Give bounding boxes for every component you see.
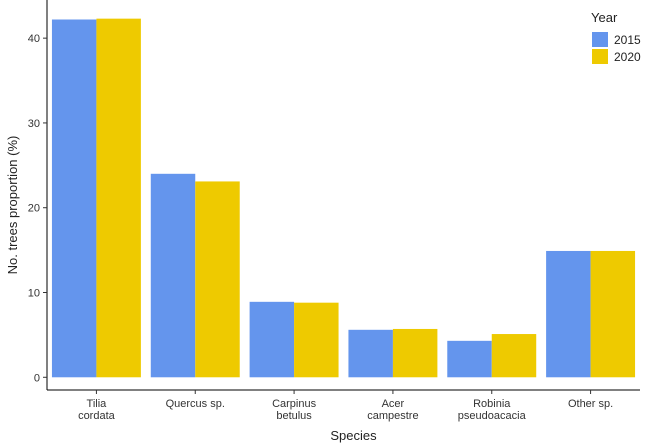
- x-tick-label: Tilia cordata: [78, 398, 116, 422]
- x-tick-label: Robinia pseudoacacia: [458, 398, 527, 422]
- bar-2020-0: [96, 18, 141, 378]
- axes-layer: [46, 0, 640, 391]
- bar-2020-5: [590, 250, 636, 378]
- x-tick-label: Acer campestre: [367, 398, 418, 422]
- bar-2015-1: [150, 173, 196, 378]
- legend-swatch-2015: [592, 32, 608, 47]
- legend: Year 2015 2020: [591, 10, 641, 64]
- y-axis-ticks: 0 10 20 30 40: [28, 33, 47, 384]
- bar-2015-0: [51, 19, 97, 378]
- bar-2015-4: [447, 340, 492, 378]
- y-tick-label: 20: [28, 203, 40, 215]
- bar-2020-1: [195, 181, 240, 378]
- x-tick-label: Quercus sp.: [166, 398, 225, 410]
- bar-2020-2: [294, 302, 339, 378]
- bar-2015-5: [546, 250, 591, 378]
- bar-2020-3: [392, 328, 438, 378]
- y-axis-title: No. trees proportion (%): [5, 136, 20, 275]
- bar-2015-3: [348, 329, 393, 378]
- legend-title: Year: [591, 10, 618, 25]
- y-tick-label: 40: [28, 33, 40, 45]
- legend-label-2015: 2015: [614, 33, 641, 47]
- legend-label-2020: 2020: [614, 50, 641, 64]
- x-tick-label: Carpinus betulus: [272, 398, 317, 422]
- x-axis-title: Species: [330, 428, 377, 443]
- y-tick-label: 0: [34, 372, 40, 384]
- y-tick-label: 30: [28, 118, 40, 130]
- bar-2020-4: [491, 334, 537, 378]
- x-tick-label: Other sp.: [568, 398, 613, 410]
- bars-layer: [51, 18, 636, 378]
- legend-swatch-2020: [592, 49, 608, 64]
- y-tick-label: 10: [28, 288, 40, 300]
- bar-2015-2: [249, 301, 295, 378]
- x-axis-ticks: Tilia cordata Quercus sp. Carpinus betulus Ac…: [78, 390, 613, 422]
